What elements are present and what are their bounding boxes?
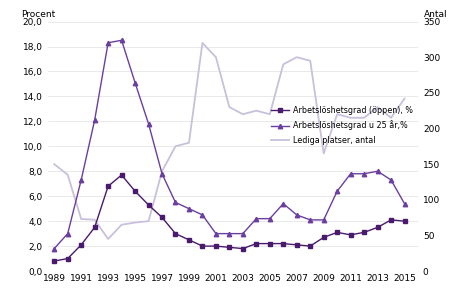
Text: Antal: Antal	[424, 10, 447, 19]
Text: Procent: Procent	[21, 10, 56, 19]
Legend: Arbetslöshetsgrad (öppen), %, Arbetslöshetsgrad u 25 år,%, Lediga platser, antal: Arbetslöshetsgrad (öppen), %, Arbetslösh…	[271, 105, 414, 145]
